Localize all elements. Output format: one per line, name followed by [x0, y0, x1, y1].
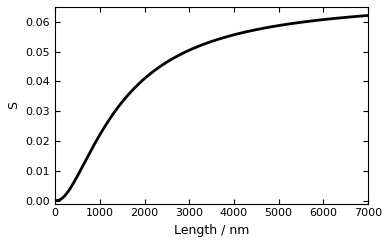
Y-axis label: S: S	[7, 101, 20, 109]
X-axis label: Length / nm: Length / nm	[174, 224, 249, 237]
